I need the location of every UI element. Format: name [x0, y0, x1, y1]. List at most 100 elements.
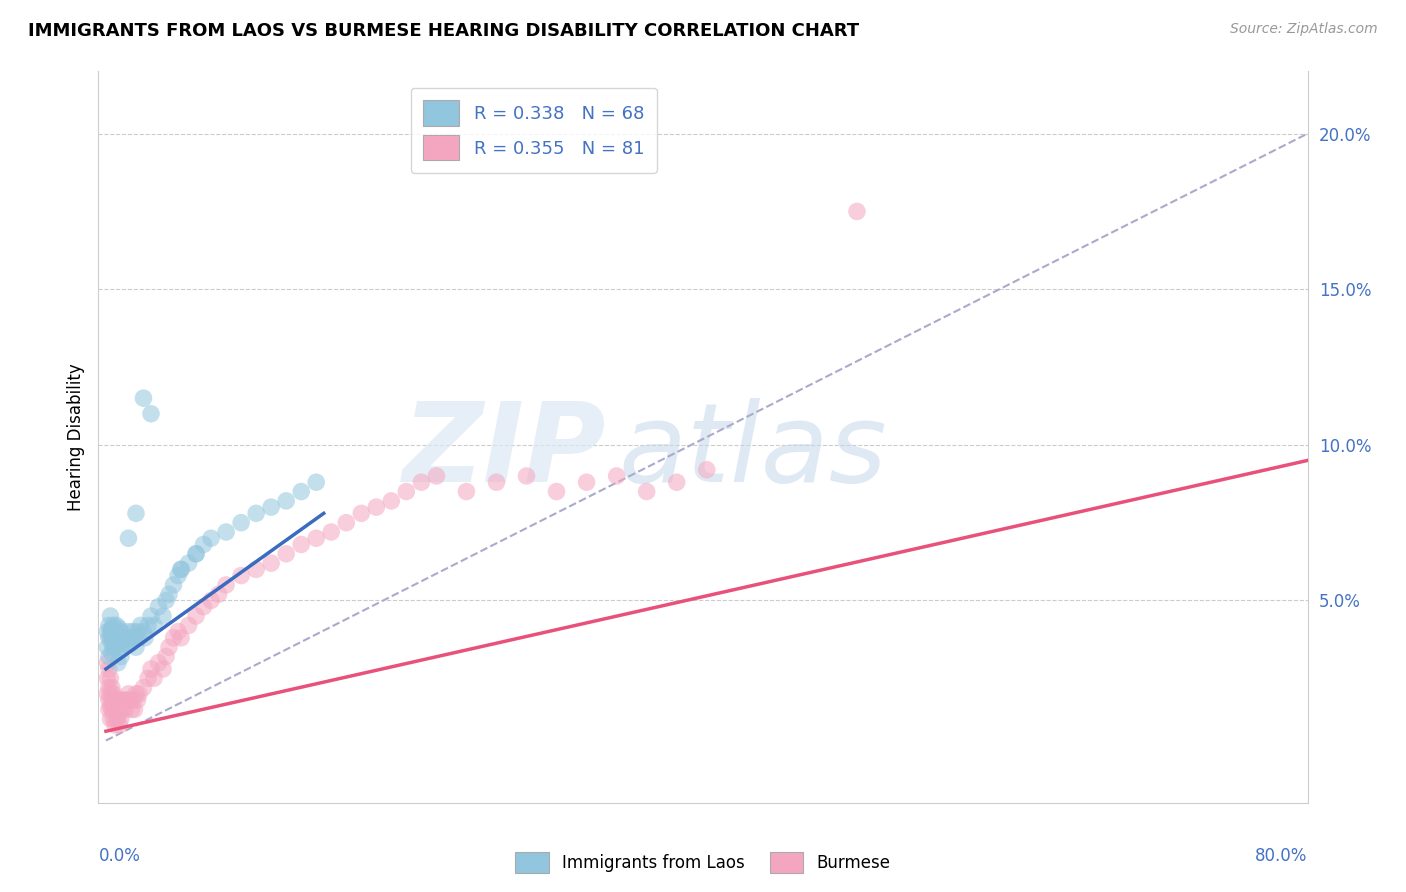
Text: ZIP: ZIP	[402, 398, 606, 505]
Point	[97, 631, 120, 645]
Point	[665, 475, 688, 490]
Point	[184, 547, 207, 561]
Point	[606, 469, 628, 483]
Point	[97, 693, 120, 707]
Point	[128, 631, 150, 645]
Point	[132, 624, 155, 639]
Point	[110, 693, 132, 707]
Point	[110, 640, 132, 655]
Point	[108, 718, 131, 732]
Point	[245, 562, 267, 576]
Point	[97, 702, 120, 716]
Point	[107, 693, 129, 707]
Point	[97, 618, 120, 632]
Point	[114, 637, 136, 651]
Point	[110, 712, 132, 726]
Point	[117, 531, 139, 545]
Point	[107, 712, 129, 726]
Point	[124, 702, 146, 716]
Point	[121, 702, 143, 716]
Point	[167, 568, 190, 582]
Point	[101, 681, 124, 695]
Point	[515, 469, 537, 483]
Text: Source: ZipAtlas.com: Source: ZipAtlas.com	[1230, 22, 1378, 37]
Point	[114, 702, 136, 716]
Point	[118, 637, 141, 651]
Point	[107, 637, 129, 651]
Point	[290, 537, 312, 551]
Point	[125, 687, 148, 701]
Legend: R = 0.338   N = 68, R = 0.355   N = 81: R = 0.338 N = 68, R = 0.355 N = 81	[411, 87, 657, 173]
Point	[105, 712, 128, 726]
Point	[115, 693, 138, 707]
Point	[96, 671, 118, 685]
Point	[148, 599, 170, 614]
Point	[128, 687, 150, 701]
Point	[157, 640, 180, 655]
Point	[96, 687, 118, 701]
Point	[139, 662, 162, 676]
Point	[152, 662, 174, 676]
Point	[103, 618, 125, 632]
Legend: Immigrants from Laos, Burmese: Immigrants from Laos, Burmese	[509, 846, 897, 880]
Point	[411, 475, 433, 490]
Point	[104, 718, 127, 732]
Point	[101, 637, 124, 651]
Point	[118, 693, 141, 707]
Point	[117, 687, 139, 701]
Point	[97, 662, 120, 676]
Text: 0.0%: 0.0%	[98, 847, 141, 864]
Point	[139, 609, 162, 624]
Point	[200, 531, 222, 545]
Point	[104, 634, 127, 648]
Point	[112, 693, 135, 707]
Point	[143, 671, 166, 685]
Point	[167, 624, 190, 639]
Point	[366, 500, 388, 515]
Point	[184, 609, 207, 624]
Point	[276, 494, 298, 508]
Point	[260, 500, 283, 515]
Point	[100, 712, 122, 726]
Point	[380, 494, 402, 508]
Point	[110, 624, 132, 639]
Point	[110, 649, 132, 664]
Point	[215, 578, 238, 592]
Point	[148, 656, 170, 670]
Point	[127, 624, 149, 639]
Point	[485, 475, 508, 490]
Text: 80.0%: 80.0%	[1256, 847, 1308, 864]
Point	[96, 656, 118, 670]
Point	[193, 537, 215, 551]
Point	[162, 578, 184, 592]
Point	[108, 622, 131, 636]
Point	[177, 556, 200, 570]
Point	[193, 599, 215, 614]
Point	[96, 624, 118, 639]
Point	[132, 391, 155, 405]
Point	[305, 531, 328, 545]
Point	[276, 547, 298, 561]
Point	[125, 640, 148, 655]
Point	[101, 647, 124, 661]
Point	[321, 524, 343, 539]
Point	[115, 631, 138, 645]
Text: atlas: atlas	[619, 398, 887, 505]
Point	[575, 475, 598, 490]
Point	[111, 702, 134, 716]
Point	[215, 524, 238, 539]
Point	[105, 618, 128, 632]
Point	[105, 640, 128, 655]
Point	[636, 484, 658, 499]
Point	[134, 631, 156, 645]
Point	[229, 516, 252, 530]
Point	[111, 631, 134, 645]
Point	[456, 484, 478, 499]
Point	[100, 624, 122, 639]
Point	[170, 631, 193, 645]
Point	[350, 506, 373, 520]
Point	[184, 547, 207, 561]
Point	[122, 624, 145, 639]
Point	[104, 702, 127, 716]
Point	[100, 699, 122, 714]
